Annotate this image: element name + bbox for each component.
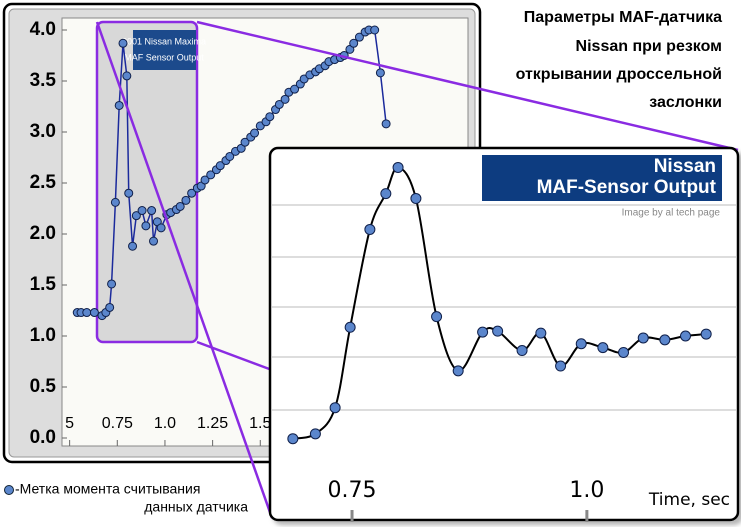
- legend: -Метка момента считывания данных датчика: [4, 481, 248, 515]
- data-point: [700, 328, 712, 340]
- data-point: [364, 223, 376, 235]
- data-point: [354, 32, 364, 42]
- inset-chart: Nissan MAF-Sensor Output Image by al tec…: [268, 146, 740, 522]
- y-tick-label: 4.0: [30, 19, 56, 40]
- x-tick-label: 0.75: [102, 415, 133, 432]
- data-point: [516, 345, 528, 357]
- data-point: [240, 137, 250, 147]
- data-point: [274, 99, 284, 109]
- data-point: [381, 119, 391, 129]
- data-point: [200, 175, 210, 185]
- data-point: [680, 330, 692, 342]
- title-line: Nissan при резком: [576, 38, 722, 55]
- data-point: [118, 38, 128, 48]
- data-point: [309, 428, 321, 440]
- y-tick-label: 0.5: [30, 376, 57, 397]
- data-point: [344, 321, 356, 333]
- data-point: [149, 236, 159, 246]
- data-point: [380, 188, 392, 200]
- data-point: [114, 100, 124, 110]
- title-line: открывании дроссельной: [516, 66, 722, 83]
- zoom-connectors: [95, 20, 739, 519]
- data-point: [265, 112, 275, 122]
- connector: [196, 340, 273, 372]
- y-tick-label: 2.0: [30, 223, 56, 244]
- x-tick-label: 5: [65, 415, 74, 432]
- y-tick-label: 1.0: [30, 325, 56, 346]
- inset-title: Nissan: [654, 156, 716, 177]
- data-point: [637, 332, 649, 344]
- connector: [95, 21, 274, 519]
- data-point: [156, 223, 166, 233]
- data-point: [555, 360, 567, 372]
- annotation: MAF Sensor Output: [124, 52, 204, 62]
- data-point: [392, 161, 404, 173]
- data-point: [82, 308, 92, 318]
- inset-title-box: [482, 155, 722, 201]
- data-point: [329, 402, 341, 414]
- x-tick-label: 1.0: [154, 415, 176, 432]
- data-point: [225, 151, 235, 161]
- data-point: [659, 334, 671, 346]
- data-point: [187, 188, 197, 198]
- data-point: [477, 326, 489, 338]
- data-point: [110, 197, 120, 207]
- inset-frame: [268, 146, 740, 522]
- data-point: [287, 433, 299, 445]
- y-tick-label: 3.0: [30, 121, 56, 142]
- y-tick-label: 1.5: [30, 274, 57, 295]
- x-tick-label: 1.0: [569, 478, 604, 503]
- data-point: [89, 308, 99, 318]
- data-point: [375, 68, 385, 78]
- data-point: [370, 25, 380, 35]
- data-point: [175, 201, 185, 211]
- data-point: [206, 170, 216, 180]
- title-line: Параметры MAF-датчика: [524, 9, 722, 26]
- data-point: [618, 346, 630, 358]
- annotation: 2001 Nissan Maxima: [122, 36, 206, 46]
- data-point: [147, 206, 157, 216]
- data-point: [124, 188, 134, 198]
- data-point: [280, 94, 290, 104]
- data-point: [250, 128, 260, 138]
- data-point: [290, 84, 300, 94]
- legend-marker: [4, 485, 14, 495]
- x-tick-label: 1.25: [197, 415, 228, 432]
- legend-text: -Метка момента считывания: [15, 481, 200, 497]
- data-point: [137, 206, 147, 216]
- data-point: [410, 192, 422, 204]
- data-point: [181, 195, 191, 205]
- data-point: [215, 161, 225, 171]
- inset-title: MAF-Sensor Output: [537, 177, 717, 198]
- data-point: [597, 342, 609, 354]
- x-axis-label: Time, sec: [648, 490, 730, 510]
- data-point: [535, 327, 547, 339]
- data-point: [575, 338, 587, 350]
- y-tick-label: 3.5: [30, 70, 57, 91]
- titles: Параметры MAF-датчика Nissan при резком …: [516, 9, 723, 111]
- data-point: [452, 365, 464, 377]
- legend-text: данных датчика: [144, 499, 248, 515]
- data-point: [131, 211, 141, 221]
- y-tick-label: 0.0: [30, 427, 56, 448]
- data-point: [141, 221, 151, 231]
- x-tick-label: 1.5: [249, 415, 271, 432]
- y-tick-label: 2.5: [30, 172, 57, 193]
- data-point: [107, 279, 117, 289]
- data-point: [128, 241, 138, 251]
- x-tick-label: 0.75: [328, 478, 377, 503]
- data-point: [122, 71, 132, 81]
- data-point: [105, 302, 115, 312]
- data-point: [431, 311, 443, 323]
- data-point: [492, 325, 504, 337]
- credit: Image by al tech page: [622, 208, 721, 219]
- annotation-box: [133, 30, 196, 70]
- title-line: заслонки: [649, 94, 722, 111]
- connector: [196, 20, 739, 152]
- data-point: [349, 38, 359, 48]
